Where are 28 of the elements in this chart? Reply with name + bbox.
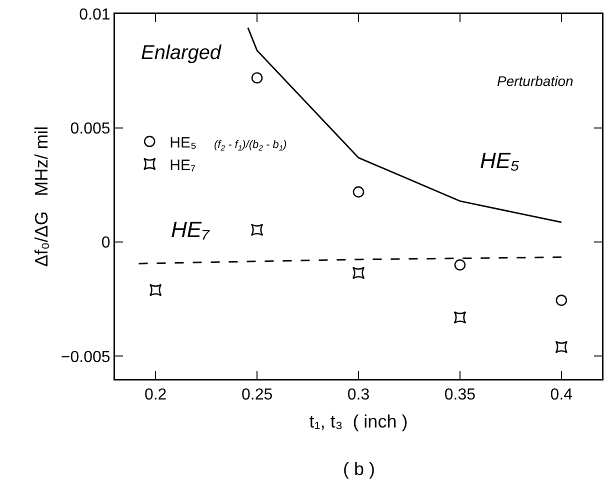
x-axis-title: t₁, t₃ ( inch ): [309, 412, 408, 432]
y-tick-label: 0.01: [79, 6, 110, 24]
legend-label: HE₅: [170, 134, 196, 152]
legend-label: HE₇: [170, 156, 196, 174]
y-tick-label: −0.005: [60, 348, 110, 366]
text: ( b ): [343, 459, 376, 479]
point: [149, 284, 162, 296]
y-axis-title: Δf₀/ΔG MHz/ mil: [31, 126, 52, 267]
y-tick-label: 0: [101, 234, 110, 252]
x-tick-label: 0.2: [144, 386, 167, 404]
point: [556, 294, 568, 306]
point: [555, 340, 568, 354]
x-tick-label: 0.25: [241, 386, 273, 404]
point: [454, 311, 466, 324]
x-tick-label: 0.35: [444, 386, 476, 404]
text: (f$_{2}$ - f$_{1}$)/(b$_{2}$ - b$_{1}$): [214, 139, 287, 152]
annotation: HE₇: [171, 217, 211, 242]
x-tick-label: 0.4: [550, 386, 573, 404]
annotation: Enlarged: [141, 42, 222, 64]
point: [250, 224, 264, 236]
annotation: HE₅: [480, 148, 520, 173]
annotation: Perturbation: [497, 73, 574, 89]
point: [454, 259, 466, 271]
point: [251, 72, 263, 84]
point: [352, 186, 364, 198]
x-tick-label: 0.3: [347, 386, 370, 404]
point: [352, 266, 365, 280]
y-tick-label: 0.005: [70, 120, 110, 138]
